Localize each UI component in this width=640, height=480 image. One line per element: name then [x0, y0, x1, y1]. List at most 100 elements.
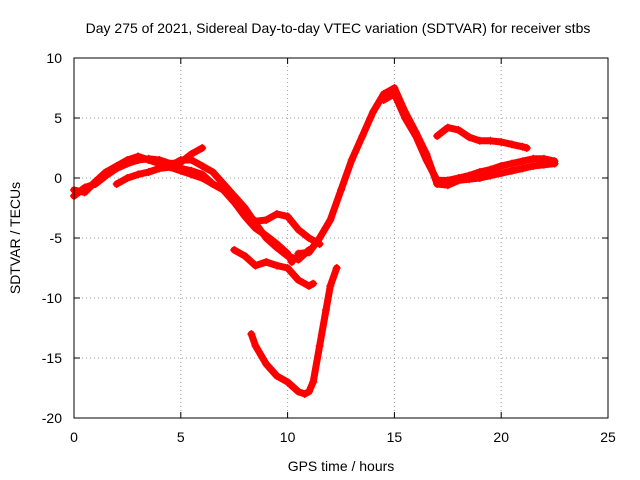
series-line: [294, 84, 559, 258]
chart-title: Day 275 of 2021, Sidereal Day-to-day VTE…: [86, 20, 591, 36]
series-track-5: [294, 84, 559, 258]
data-point: [219, 180, 228, 188]
data-point: [486, 136, 495, 145]
series-line: [433, 124, 531, 152]
data-series: [70, 84, 559, 398]
data-point: [166, 162, 175, 170]
data-point: [443, 176, 452, 185]
axis-ticks: 0 5 10 15 20 25 -20 -15 -10 -5 0 5 10: [42, 50, 616, 445]
data-point: [454, 174, 463, 182]
data-point: [251, 261, 260, 270]
data-point: [326, 282, 335, 290]
data-point: [315, 234, 324, 242]
data-point: [422, 156, 431, 164]
data-point: [507, 166, 516, 175]
data-point: [272, 243, 281, 252]
data-point: [300, 390, 309, 398]
data-point: [240, 252, 249, 260]
series-line: [247, 264, 341, 398]
data-point: [497, 138, 506, 146]
data-point: [230, 192, 239, 200]
data-point: [134, 152, 143, 161]
data-point: [322, 306, 331, 314]
data-point: [465, 171, 474, 180]
data-point: [332, 264, 341, 272]
data-point: [433, 176, 442, 185]
data-point: [198, 174, 207, 182]
series-track-7: [433, 123, 531, 152]
data-point: [208, 180, 217, 188]
data-point: [272, 261, 281, 270]
data-point: [486, 165, 495, 174]
data-point: [497, 162, 506, 170]
data-point: [247, 330, 256, 338]
data-point: [80, 188, 89, 197]
x-axis-label: GPS time / hours: [288, 458, 395, 474]
data-point: [283, 212, 292, 221]
data-point: [240, 204, 249, 212]
data-point: [304, 234, 313, 242]
data-point: [294, 225, 303, 234]
data-point: [272, 210, 281, 218]
data-point: [529, 162, 538, 170]
data-point: [539, 154, 548, 163]
data-point: [337, 186, 345, 194]
data-point: [309, 279, 318, 288]
data-point: [294, 387, 303, 396]
series-line: [70, 152, 324, 248]
y-tick-label: 0: [54, 170, 62, 186]
data-point: [198, 162, 207, 170]
y-tick-label: 5: [54, 110, 62, 126]
data-point: [443, 123, 452, 132]
data-point: [475, 168, 484, 176]
data-point: [283, 378, 292, 386]
y-tick-label: -5: [50, 230, 63, 246]
data-point: [112, 162, 121, 170]
data-point: [283, 252, 292, 260]
x-tick-label: 5: [177, 429, 185, 445]
data-point: [358, 132, 367, 140]
x-tick-label: 15: [387, 429, 403, 445]
data-point: [390, 90, 399, 98]
data-point: [315, 342, 324, 350]
data-point: [304, 282, 313, 290]
data-point: [272, 372, 281, 380]
data-point: [262, 360, 271, 368]
data-point: [518, 164, 527, 173]
x-tick-label: 10: [280, 429, 296, 445]
series-track-3: [112, 163, 296, 266]
data-point: [454, 126, 463, 134]
data-point: [144, 168, 153, 176]
x-tick-label: 0: [70, 429, 78, 445]
data-point: [529, 154, 538, 163]
data-point: [433, 132, 442, 140]
data-point: [507, 159, 516, 168]
data-point: [518, 142, 527, 151]
series-line: [113, 163, 296, 266]
y-tick-label: -20: [42, 410, 62, 426]
x-tick-label: 20: [493, 429, 509, 445]
data-point: [347, 156, 356, 164]
data-point: [507, 140, 516, 149]
data-point: [198, 144, 207, 152]
data-point: [522, 144, 531, 152]
data-point: [262, 258, 271, 266]
data-point: [294, 276, 303, 284]
data-point: [309, 378, 318, 386]
data-point: [176, 166, 185, 175]
series-track-4: [166, 156, 313, 264]
data-point: [123, 174, 132, 182]
data-point: [379, 96, 388, 104]
data-point: [401, 114, 410, 122]
data-point: [112, 180, 121, 188]
series-track-8: [230, 246, 318, 290]
y-tick-label: -15: [42, 350, 62, 366]
data-point: [144, 156, 153, 164]
data-point: [497, 169, 506, 178]
data-point: [208, 168, 217, 176]
data-point: [262, 216, 271, 224]
data-point: [187, 156, 196, 164]
data-point: [262, 234, 271, 242]
series-line: [166, 156, 313, 264]
